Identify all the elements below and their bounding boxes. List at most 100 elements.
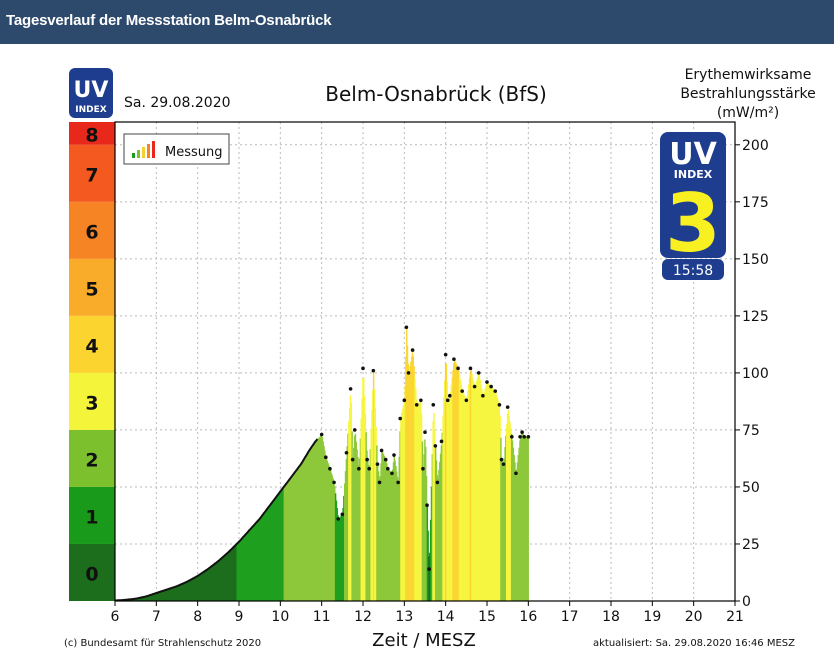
bar-251 xyxy=(322,441,324,601)
bar-420 xyxy=(462,392,464,601)
bar-461 xyxy=(496,395,498,601)
uv-scale-band-8 xyxy=(69,122,115,145)
data-point-80 xyxy=(520,430,524,435)
bar-208 xyxy=(286,482,289,601)
bar-243 xyxy=(315,440,318,601)
bar-54 xyxy=(159,591,162,601)
bar-304 xyxy=(366,450,368,601)
bar-360 xyxy=(412,355,415,601)
bar-87 xyxy=(186,581,189,601)
uv-scale-label-4: 4 xyxy=(85,335,98,357)
bar-180 xyxy=(263,512,266,601)
bar-92 xyxy=(191,579,193,601)
data-point-82 xyxy=(526,434,531,439)
data-point-70 xyxy=(485,380,489,384)
ylabel-right-line1: Erythemwirksame xyxy=(685,67,812,83)
bar-124 xyxy=(217,561,219,601)
bar-179 xyxy=(262,513,265,601)
bar-399 xyxy=(444,363,447,601)
uv-chart: UV INDEX Sa. 29.08.2020 Belm-Osnabrück (… xyxy=(64,67,816,651)
bar-246 xyxy=(318,437,320,601)
bar-166 xyxy=(252,526,254,601)
bar-363 xyxy=(415,388,417,601)
bar-482 xyxy=(513,455,515,601)
bar-198 xyxy=(278,493,281,601)
data-point-65 xyxy=(464,398,469,403)
bar-366 xyxy=(417,403,419,601)
data-point-25 xyxy=(336,517,341,521)
bar-489 xyxy=(519,440,521,601)
bar-486 xyxy=(516,462,519,601)
bar-492 xyxy=(521,432,524,601)
bar-154 xyxy=(242,537,244,601)
bar-32 xyxy=(141,597,143,601)
bar-178 xyxy=(262,515,264,601)
data-point-72 xyxy=(493,389,498,393)
bar-298 xyxy=(361,398,363,601)
bar-142 xyxy=(232,547,234,601)
bar-110 xyxy=(205,570,208,601)
bar-284 xyxy=(349,395,352,601)
bar-417 xyxy=(459,379,462,601)
bar-37 xyxy=(145,596,148,601)
bar-389 xyxy=(436,475,438,601)
data-point-68 xyxy=(476,371,481,375)
bar-26 xyxy=(136,598,138,601)
x-tick-label-17: 17 xyxy=(561,609,579,625)
bar-199 xyxy=(279,492,281,601)
bar-283 xyxy=(348,408,351,601)
bar-314 xyxy=(374,408,376,601)
bar-421 xyxy=(463,393,465,601)
x-tick-label-16: 16 xyxy=(519,609,537,625)
bar-78 xyxy=(179,584,181,601)
data-point-73 xyxy=(497,403,502,407)
data-point-48 xyxy=(410,348,415,352)
bar-112 xyxy=(207,569,210,601)
x-tick-label-7: 7 xyxy=(152,609,161,625)
bar-346 xyxy=(401,413,403,601)
ylabel-right-line2: Bestrahlungsstärke xyxy=(680,86,815,102)
uv-scale-band-0 xyxy=(69,543,115,601)
bar-307 xyxy=(368,468,371,601)
data-point-57 xyxy=(435,480,440,485)
data-point-75 xyxy=(501,462,506,466)
bar-443 xyxy=(481,388,483,601)
bar-381 xyxy=(429,519,432,601)
bar-408 xyxy=(452,370,454,601)
bar-207 xyxy=(286,483,288,601)
uv-scale-band-2 xyxy=(69,429,115,487)
bar-98 xyxy=(196,576,198,601)
bar-423 xyxy=(464,397,467,601)
bar-205 xyxy=(284,485,286,601)
uv-scale-band-5 xyxy=(69,258,115,316)
bar-457 xyxy=(492,388,495,601)
bar-440 xyxy=(478,375,481,601)
bar-412 xyxy=(455,363,458,601)
bar-336 xyxy=(392,462,395,601)
bar-25 xyxy=(135,598,138,601)
bar-292 xyxy=(356,449,358,601)
bar-265 xyxy=(334,486,336,601)
bar-134 xyxy=(225,554,228,601)
x-tick-label-6: 6 xyxy=(111,609,120,625)
bar-331 xyxy=(388,470,391,601)
uv-scale-label-6: 6 xyxy=(85,221,98,243)
data-point-59 xyxy=(443,352,448,357)
bar-104 xyxy=(200,573,203,601)
bar-75 xyxy=(177,585,179,601)
measurement-bars xyxy=(115,327,529,601)
bar-118 xyxy=(212,565,214,601)
bar-282 xyxy=(348,420,350,601)
bar-183 xyxy=(266,509,268,601)
bar-384 xyxy=(432,421,434,601)
bar-65 xyxy=(168,588,171,601)
bar-94 xyxy=(192,578,195,601)
bar-45 xyxy=(152,594,154,601)
bar-89 xyxy=(188,580,190,601)
bar-116 xyxy=(210,566,213,601)
bar-465 xyxy=(499,415,501,601)
bar-177 xyxy=(261,516,263,601)
bar-464 xyxy=(498,403,500,601)
bar-455 xyxy=(491,387,493,601)
bar-419 xyxy=(461,388,463,601)
